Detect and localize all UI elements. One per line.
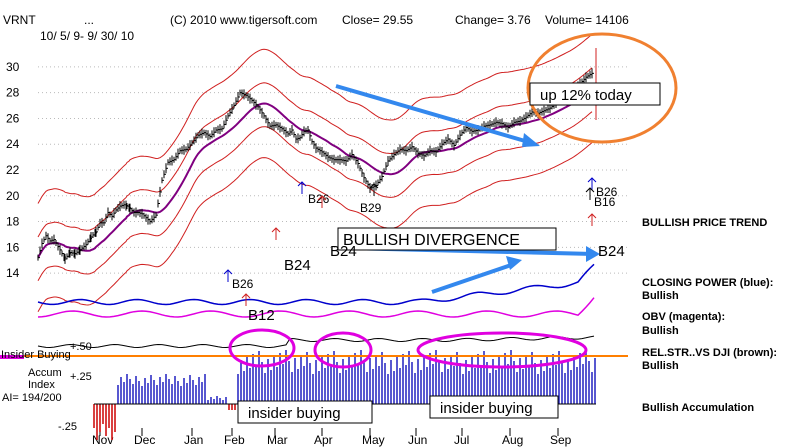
x-tick-label: Apr: [314, 433, 333, 447]
y-tick-label: 24: [6, 137, 20, 151]
signal-arrowhead: [297, 181, 307, 187]
volume-label: Volume= 14106: [545, 13, 629, 27]
lower-band-outer: [37, 142, 593, 313]
source-label: (C) 2010 www.tigersoft.com: [170, 13, 317, 27]
signal-b26-2: B26: [596, 185, 618, 199]
insider-box-2: [429, 395, 559, 419]
signal-b26-0: B26: [232, 277, 254, 291]
signal-b24-1: B24: [284, 257, 311, 274]
tick-minus25: -.25: [58, 421, 77, 433]
signal-arrowhead: [241, 293, 251, 299]
legend-obv-value: Bullish: [642, 325, 679, 337]
downtrend-arrow: [335, 84, 540, 147]
callout-ellipse: [526, 32, 678, 144]
y-tick-label: 20: [6, 189, 20, 203]
legend-rel-value: Bullish: [642, 360, 679, 372]
signal-arrowhead: [587, 177, 597, 183]
x-tick-label: Sep: [550, 433, 572, 447]
uptrend-arrow: [431, 256, 522, 294]
y-tick-label: 16: [6, 240, 20, 254]
moving-average: [37, 87, 593, 259]
closing-power-line: [37, 263, 595, 306]
x-tick-label: Dec: [134, 433, 155, 447]
ai-label: AI= 194/200: [2, 392, 62, 404]
x-tick-label: Nov: [92, 433, 113, 447]
legend-accum: Bullish Accumulation: [642, 402, 754, 414]
legend-obv: OBV (magenta):: [642, 311, 725, 323]
x-tick-label: May: [362, 433, 385, 447]
callout-box: [529, 82, 661, 106]
signal-arrowhead: [271, 227, 281, 233]
upper-band-outer: [37, 33, 593, 204]
bands: [37, 33, 595, 349]
tick-plus50: +.50: [70, 341, 92, 353]
x-tick-label: Jan: [184, 433, 203, 447]
insider-marker: [0, 355, 24, 359]
insider-text-2: insider buying: [440, 400, 533, 417]
x-tick-label: Feb: [224, 433, 245, 447]
y-tick-label: 18: [6, 215, 20, 229]
x-tick-label: Jun: [408, 433, 427, 447]
ticker: VRNT: [3, 13, 36, 27]
insider-ellipse-1: [228, 328, 296, 368]
rel-str-line: [37, 335, 595, 349]
signal-b24-2: B24: [330, 243, 357, 260]
upper-band-inner: [37, 67, 593, 238]
legend-cp: CLOSING POWER (blue):: [642, 277, 773, 289]
signals: B26 B29 B26 B16 B24 B24 B24 B12 B26: [223, 177, 625, 324]
ticker-dots: ...: [84, 13, 94, 27]
signal-b16: B16: [594, 195, 616, 209]
x-tick-label: Mar: [267, 433, 288, 447]
legend-rel: REL.STR..VS DJI (brown):: [642, 347, 777, 359]
signal-b29: B29: [360, 201, 382, 215]
lower-band-inner: [37, 111, 593, 282]
accum-index: [93, 350, 596, 440]
x-axis: Nov Dec Jan Feb Mar Apr May Jun Jul Aug Sep: [92, 428, 572, 447]
signal-b24-3: B24: [598, 243, 625, 260]
signal-b12: B12: [248, 307, 275, 324]
legend-trend: BULLISH PRICE TREND: [642, 217, 767, 229]
insider-text-1: insider buying: [248, 405, 341, 422]
signal-arrowhead: [223, 269, 233, 275]
x-tick-label: Jul: [454, 433, 469, 447]
close-label: Close= 29.55: [342, 13, 413, 27]
signal-arrowhead: [317, 195, 327, 201]
signal-arrowhead: [587, 213, 597, 219]
change-label: Change= 3.76: [455, 13, 531, 27]
insider-box-1: [237, 400, 373, 424]
x-tick-label: Aug: [502, 433, 523, 447]
signal-arrowhead: [585, 187, 595, 193]
index-label: Index: [28, 379, 55, 391]
divergence-box: [337, 227, 557, 251]
y-axis: 30 28 26 24 22 20 18 16 14: [6, 60, 20, 280]
date-range: 10/ 5/ 9- 9/ 30/ 10: [40, 29, 134, 43]
y-tick-label: 26: [6, 111, 20, 125]
y-tick-label: 22: [6, 163, 20, 177]
insider-ellipse-2: [313, 331, 373, 369]
insider-buying-label: Insider Buying: [1, 349, 71, 361]
legend-cp-value: Bullish: [642, 290, 679, 302]
signal-arrowhead: [369, 183, 379, 189]
tick-plus25: +.25: [70, 371, 92, 383]
callout-text: up 12% today: [540, 87, 632, 104]
divergence-text: BULLISH DIVERGENCE: [343, 232, 520, 249]
price-series: [37, 68, 594, 264]
accum-label: Accum: [28, 367, 62, 379]
y-tick-label: 14: [6, 266, 20, 280]
y-tick-label: 30: [6, 60, 20, 74]
y-tick-label: 28: [6, 86, 20, 100]
insider-ellipse-3: [416, 331, 588, 369]
obv-line: [37, 297, 595, 318]
